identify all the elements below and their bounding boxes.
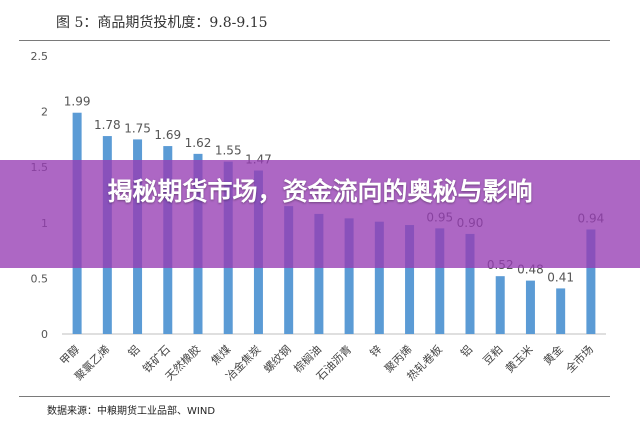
headline-text[interactable]: 揭秘期货市场，资金流向的奥秘与影响: [107, 177, 533, 206]
bar: [314, 213, 324, 334]
data-label: 1.78: [94, 118, 121, 132]
data-label: 1.75: [124, 121, 151, 135]
headline-banner: [0, 160, 640, 268]
top-rule: [19, 40, 610, 41]
bar: [525, 280, 535, 334]
bar: [284, 206, 294, 334]
bar: [344, 218, 354, 334]
y-tick-label: 0: [41, 328, 48, 341]
data-label: 1.62: [185, 136, 212, 150]
data-label: 1.69: [154, 128, 181, 142]
category-labels: 甲醇聚氯乙烯 铝铁矿石天然橡胶 焦煤冶金焦炭螺纹钢棕榈油石油沥青 锌聚丙烯热轧卷板铝豆…: [57, 342, 596, 383]
y-tick-label: 0.5: [31, 272, 49, 285]
bottom-rule: [19, 396, 610, 397]
y-tick-label: 2.5: [31, 50, 49, 63]
bar: [374, 221, 384, 334]
x-tick-label: 黄金: [540, 342, 565, 367]
bar: [465, 233, 475, 334]
bar: [586, 229, 596, 334]
bar: [495, 276, 505, 334]
data-label: 1.99: [64, 95, 91, 109]
bar: [435, 228, 445, 334]
x-tick-label: 铝: [457, 342, 475, 360]
figure-title: 图 5：商品期货投机度：9.8-9.15: [56, 15, 268, 31]
x-tick-label: 铝: [125, 342, 143, 360]
x-tick-label: 黄玉米: [502, 342, 535, 375]
data-label: 0.41: [547, 270, 574, 284]
bar: [405, 225, 415, 334]
source-note: 数据来源：中粮期货工业品部、WIND: [47, 406, 216, 417]
x-tick-label: 螺纹钢: [261, 342, 294, 375]
x-tick-label: 甲醇: [57, 342, 82, 367]
bar: [556, 288, 566, 334]
data-label: 1.55: [215, 144, 242, 158]
y-tick-label: 2: [41, 106, 48, 119]
x-tick-label: 豆粕: [480, 342, 505, 367]
x-tick-label: 全市场: [563, 342, 596, 375]
x-tick-label: 焦煤: [209, 343, 234, 368]
x-tick-label: 锌: [367, 342, 385, 360]
